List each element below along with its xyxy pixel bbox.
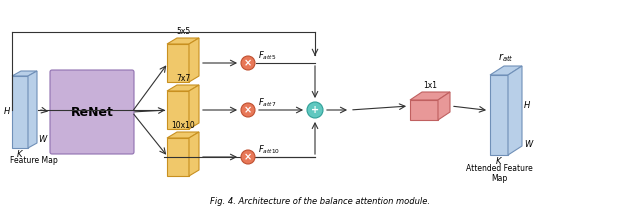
Circle shape [241,103,255,117]
Polygon shape [410,100,438,120]
Text: 1x1: 1x1 [423,81,437,90]
Polygon shape [189,38,199,82]
Text: Feature Map: Feature Map [10,156,58,165]
Text: $F_{att5}$: $F_{att5}$ [258,50,276,62]
Polygon shape [438,92,450,120]
Polygon shape [167,132,199,138]
Circle shape [307,102,323,118]
Text: ×: × [244,58,252,68]
Polygon shape [189,132,199,176]
Polygon shape [508,66,522,155]
Polygon shape [490,75,508,155]
Text: ReNet: ReNet [70,105,113,118]
Text: $r_{att}$: $r_{att}$ [498,51,514,64]
Polygon shape [410,92,450,100]
Text: ×: × [244,152,252,162]
Polygon shape [167,38,199,44]
Text: Attended Feature
Map: Attended Feature Map [466,164,532,183]
Text: 5x5: 5x5 [176,27,190,36]
Polygon shape [28,71,37,148]
Polygon shape [189,85,199,129]
Circle shape [241,150,255,164]
Text: 10x10: 10x10 [171,121,195,130]
Text: W: W [38,135,46,144]
Text: K: K [17,150,23,159]
Polygon shape [167,91,189,129]
Text: $F_{att10}$: $F_{att10}$ [258,143,280,156]
Text: ×: × [244,105,252,115]
Text: W: W [524,140,532,149]
Polygon shape [167,44,189,82]
Text: K: K [496,157,502,166]
Text: Fig. 4. Architecture of the balance attention module.: Fig. 4. Architecture of the balance atte… [210,197,430,206]
Text: 7x7: 7x7 [176,74,190,83]
Polygon shape [167,85,199,91]
Text: H: H [4,108,10,117]
Polygon shape [167,138,189,176]
Text: $F_{att7}$: $F_{att7}$ [258,97,276,109]
Text: +: + [311,105,319,115]
FancyBboxPatch shape [50,70,134,154]
Polygon shape [490,66,522,75]
Polygon shape [12,71,37,76]
Text: H: H [524,101,531,109]
Circle shape [241,56,255,70]
Polygon shape [12,76,28,148]
